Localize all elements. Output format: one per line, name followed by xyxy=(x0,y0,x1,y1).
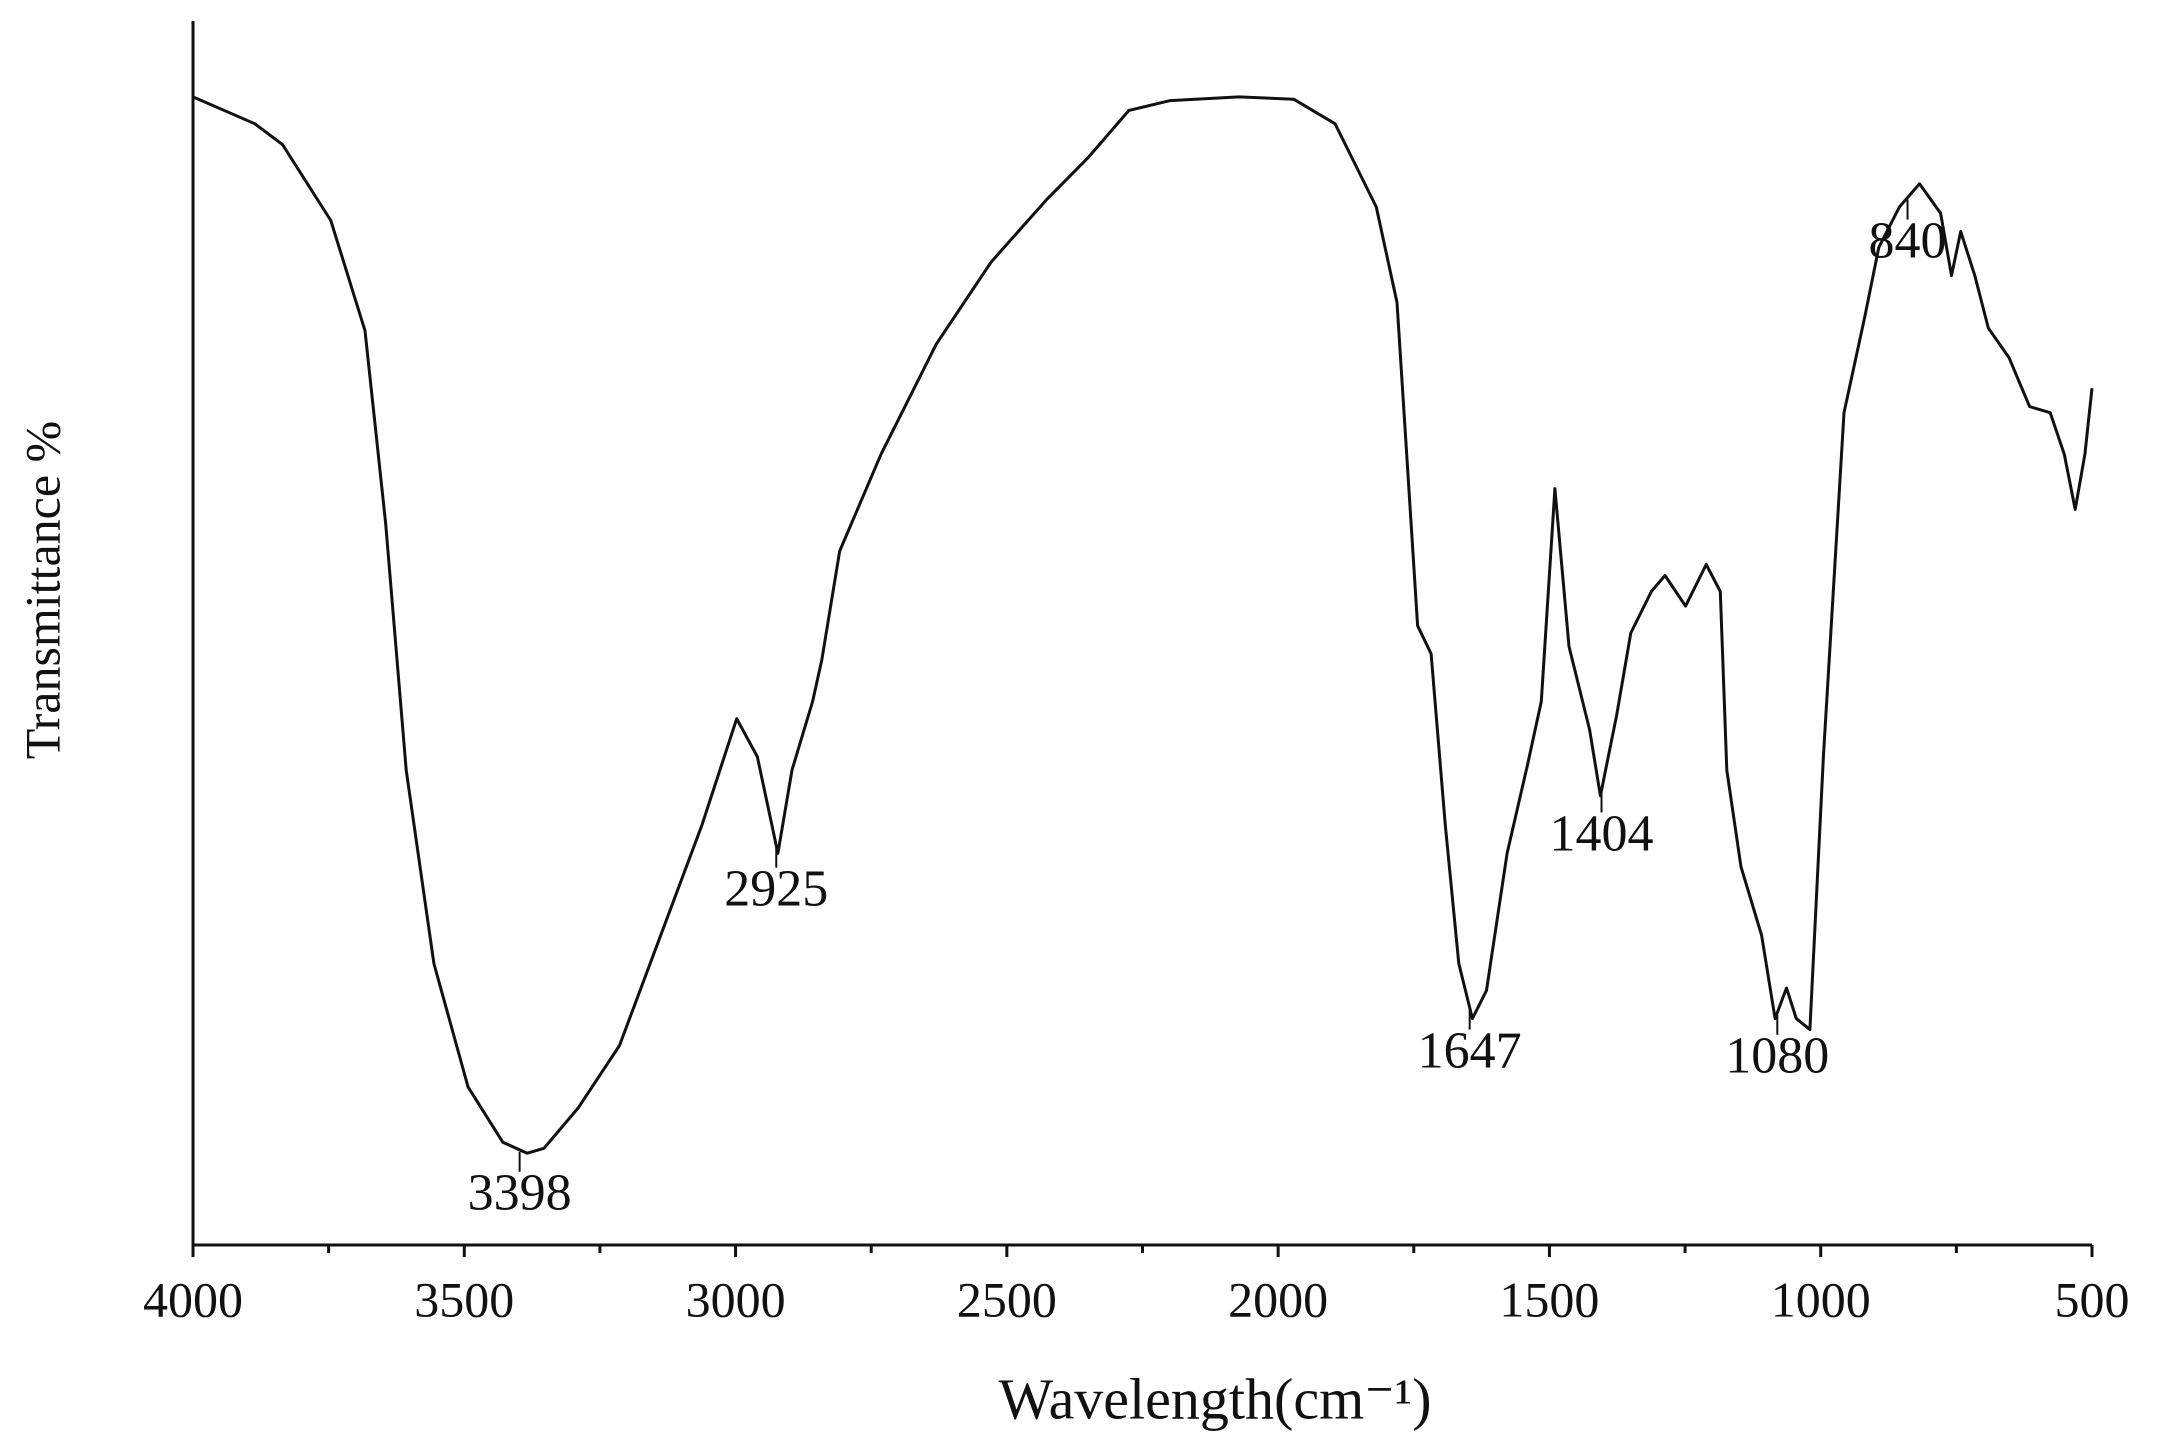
peak-label: 840 xyxy=(1869,213,1947,270)
x-tick-label: 4000 xyxy=(143,1271,243,1327)
peak-label: 3398 xyxy=(468,1165,572,1222)
x-tick-label: 1000 xyxy=(1771,1271,1871,1327)
x-tick-label: 2000 xyxy=(1228,1271,1328,1327)
peak-label: 1647 xyxy=(1418,1022,1522,1079)
spectrum-line xyxy=(192,95,2094,1155)
x-tick-label: 2500 xyxy=(957,1271,1057,1327)
peak-label: 1080 xyxy=(1725,1028,1829,1085)
y-axis-label: Transmittance % xyxy=(14,421,70,759)
x-tick-label: 1500 xyxy=(1499,1271,1599,1327)
peak-label: 1404 xyxy=(1550,805,1654,862)
x-tick-label: 3500 xyxy=(414,1271,514,1327)
peak-label: 2925 xyxy=(724,861,828,918)
x-axis-label: Wavelength(cm⁻¹) xyxy=(998,1366,1431,1431)
x-tick-label: 3000 xyxy=(686,1271,786,1327)
x-tick-label: 500 xyxy=(2055,1271,2130,1327)
